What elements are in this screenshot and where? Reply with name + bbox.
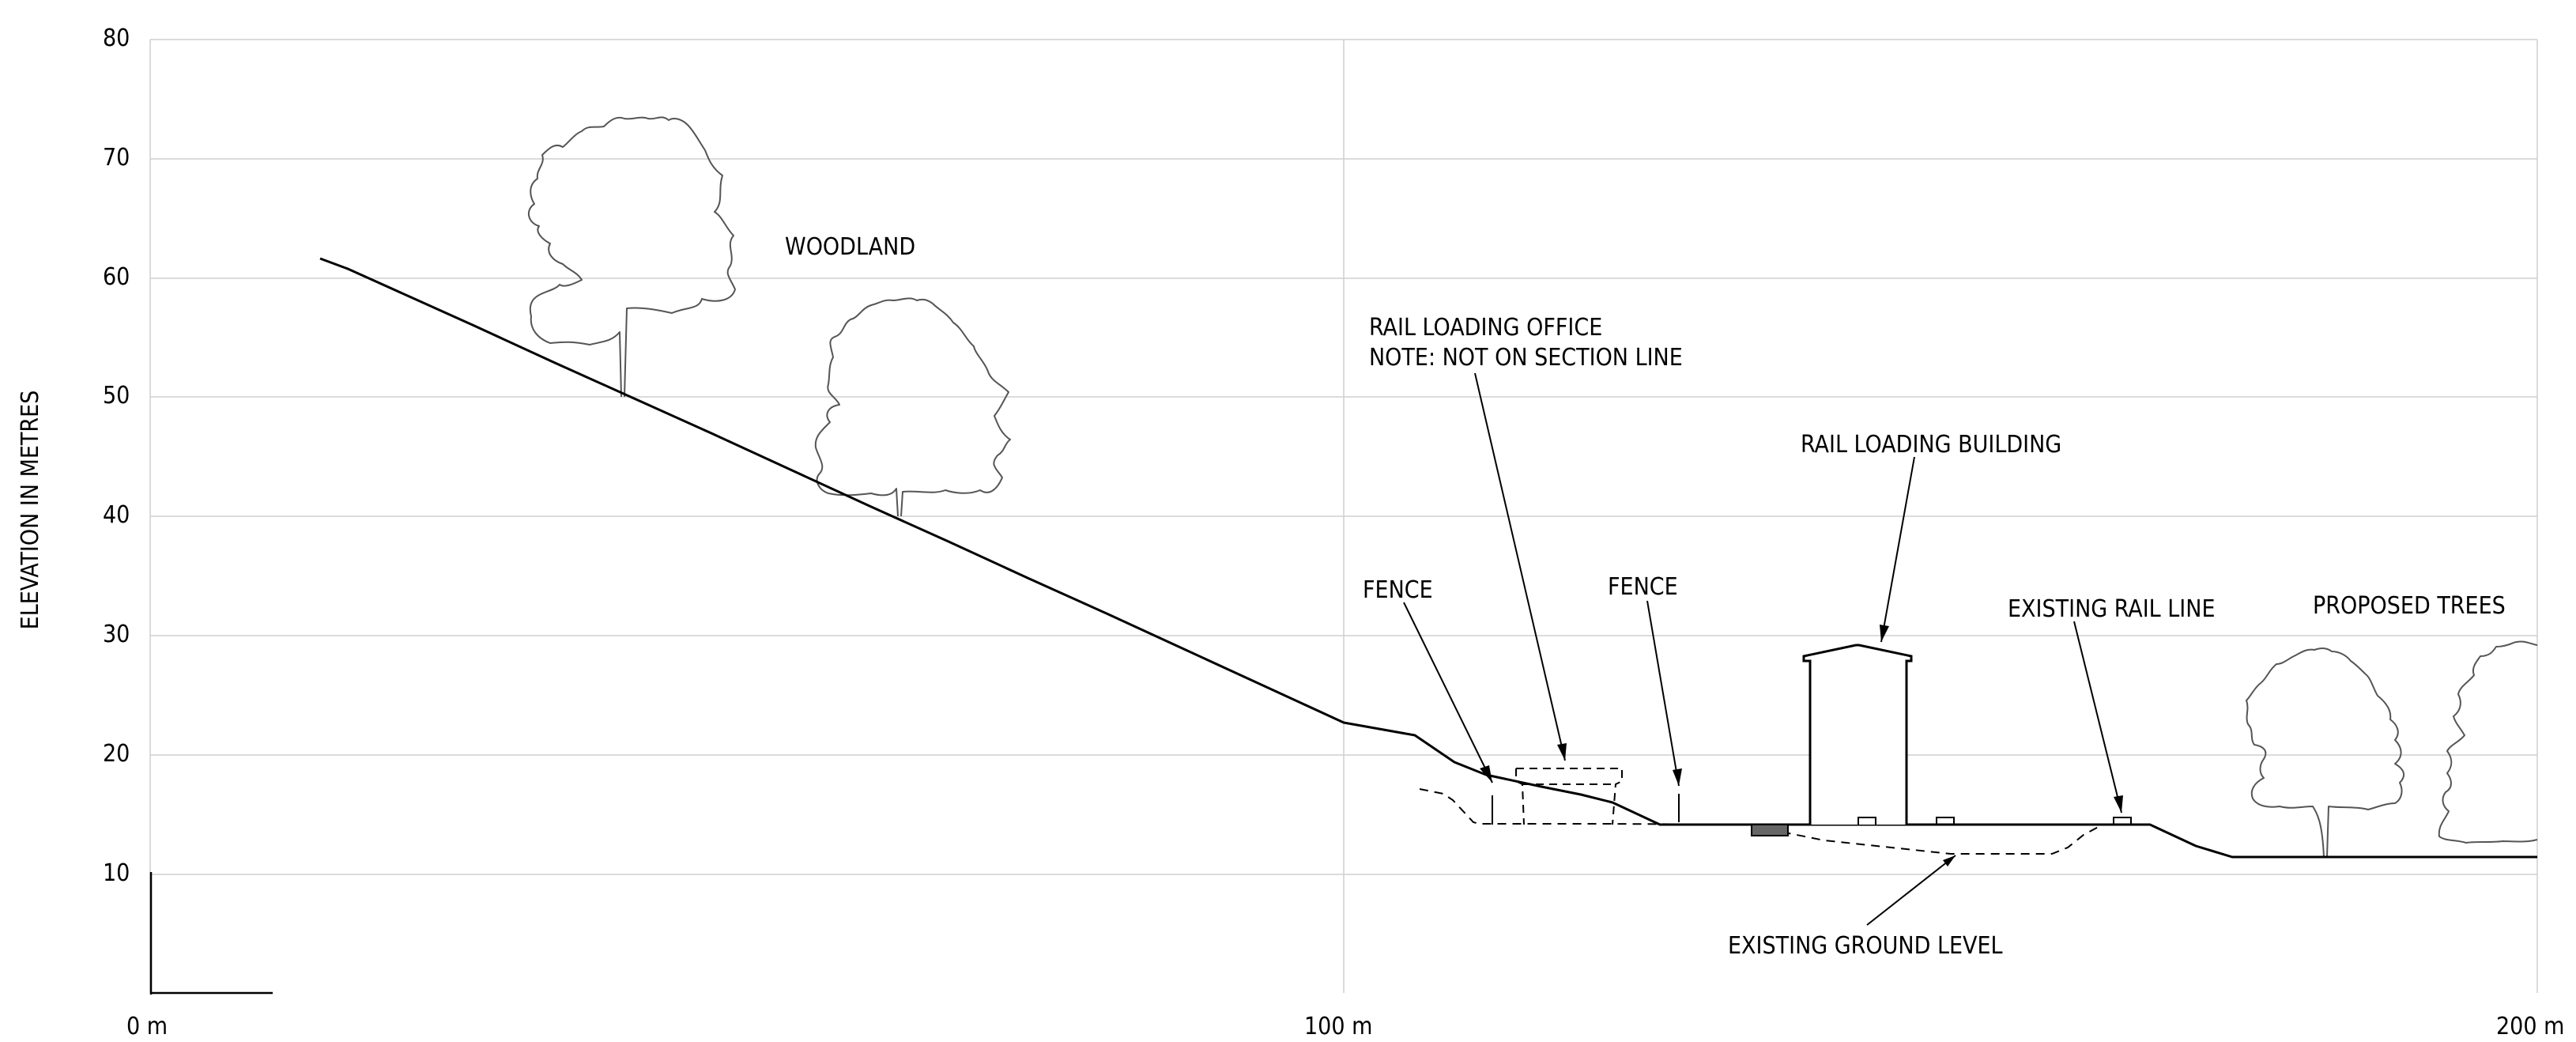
annotations: WOODLAND RAIL LOADING OFFICE NOTE: NOT O…	[785, 233, 2506, 960]
arrow-existing-rail	[2114, 795, 2123, 813]
proposed-tree-1-icon	[2246, 647, 2405, 858]
label-rail-building: RAIL LOADING BUILDING	[1801, 431, 2061, 459]
woodland-trees	[527, 116, 1011, 517]
y-tick-80: 80	[103, 25, 130, 52]
leader-existing-ground	[1866, 855, 1956, 926]
label-rail-office-line1: RAIL LOADING OFFICE	[1369, 314, 1602, 342]
arrow-existing-ground	[1943, 855, 1956, 866]
label-woodland: WOODLAND	[785, 233, 915, 261]
y-tick-40: 40	[103, 501, 130, 529]
rail-loading-building	[1802, 644, 1913, 825]
leader-existing-rail	[2073, 621, 2122, 814]
label-existing-rail: EXISTING RAIL LINE	[2008, 595, 2216, 623]
proposed-trees	[2246, 640, 2538, 858]
existing-ground-line	[1419, 788, 2150, 855]
office-outline	[1515, 768, 1623, 825]
leader-rail-building	[1880, 456, 1915, 643]
label-fence-left: FENCE	[1363, 576, 1433, 604]
y-tick-20: 20	[103, 740, 130, 768]
y-axis-title: ELEVATION IN METRES	[17, 391, 44, 630]
x-tick-labels: 0 m 100 m 200 m	[126, 1013, 2564, 1040]
arrow-fence-left	[1480, 765, 1492, 783]
x-tick-100m: 100 m	[1304, 1013, 1372, 1040]
label-rail-office-line2: NOTE: NOT ON SECTION LINE	[1369, 344, 1683, 372]
proposed-ground-profile	[319, 257, 2537, 859]
y-tick-70: 70	[103, 144, 130, 172]
woodland-tree-2-icon	[814, 297, 1011, 517]
label-fence-right: FENCE	[1608, 573, 1678, 601]
distance-gridlines	[149, 40, 2538, 993]
weighbridge-block	[1751, 824, 1789, 836]
y-tick-50: 50	[103, 382, 130, 410]
label-proposed-trees: PROPOSED TREES	[2313, 592, 2506, 620]
rail-detail-1	[1858, 817, 1876, 825]
leader-rail-office	[1474, 372, 1566, 761]
leader-fence-left	[1403, 602, 1493, 783]
rail-details	[1751, 817, 2132, 836]
x-tick-0m: 0 m	[126, 1013, 168, 1040]
existing-rail-detail	[2113, 817, 2132, 825]
woodland-tree-1-icon	[527, 116, 736, 398]
arrow-rail-office	[1557, 743, 1567, 761]
arrow-fence-right	[1673, 768, 1682, 786]
rail-loading-office	[1515, 768, 1623, 825]
proposed-tree-2-icon	[2438, 640, 2538, 844]
y-tick-labels: 80 70 60 50 40 30 20 10	[103, 25, 130, 887]
leader-arrowheads	[1480, 625, 2123, 866]
arrow-rail-building	[1880, 625, 1889, 642]
y-tick-10: 10	[103, 859, 130, 887]
y-tick-60: 60	[103, 263, 130, 291]
leader-fence-right	[1646, 600, 1680, 787]
leader-lines	[1403, 372, 2122, 926]
y-tick-30: 30	[103, 621, 130, 648]
label-existing-ground: EXISTING GROUND LEVEL	[1728, 932, 2003, 960]
x-tick-200m: 200 m	[2496, 1013, 2564, 1040]
rail-detail-2	[1936, 817, 1955, 825]
